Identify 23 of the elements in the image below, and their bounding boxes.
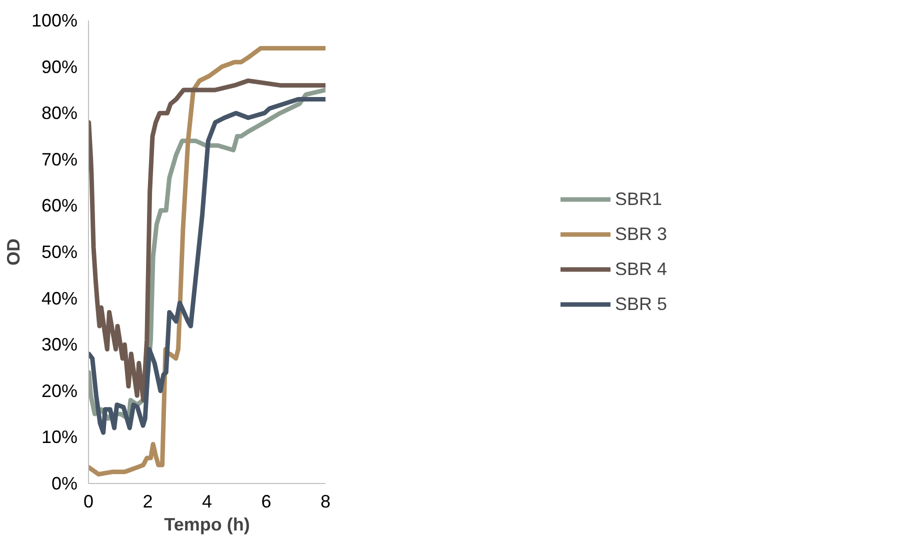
y-tick-label: 70% [41, 149, 78, 170]
y-axis-title: OD [3, 238, 24, 266]
y-tick-label: 60% [41, 196, 78, 216]
legend-label: SBR1 [614, 188, 662, 210]
y-tick-label: 10% [41, 427, 78, 448]
y-tick-label: 100% [31, 10, 78, 30]
y-tick-label: 90% [41, 56, 78, 77]
y-tick-label: 0% [51, 474, 78, 494]
legend-label: SBR 5 [614, 294, 668, 314]
legend-label: SBR 3 [614, 224, 668, 244]
y-tick-label: 20% [41, 380, 78, 401]
x-axis-title: Tempo (h) [164, 514, 250, 534]
x-tick-label: 4 [202, 492, 212, 512]
x-tick-label: 0 [83, 492, 94, 512]
legend-label: SBR 4 [614, 258, 668, 280]
y-tick-label: 30% [41, 334, 78, 355]
x-tick-label: 6 [261, 492, 272, 512]
line-series [88, 46, 326, 476]
y-tick-label: 40% [41, 288, 78, 308]
x-tick-label: 8 [320, 492, 331, 512]
y-tick-label: 50% [41, 242, 78, 262]
y-tick-label: 80% [41, 103, 78, 124]
x-tick-label: 2 [142, 492, 153, 512]
